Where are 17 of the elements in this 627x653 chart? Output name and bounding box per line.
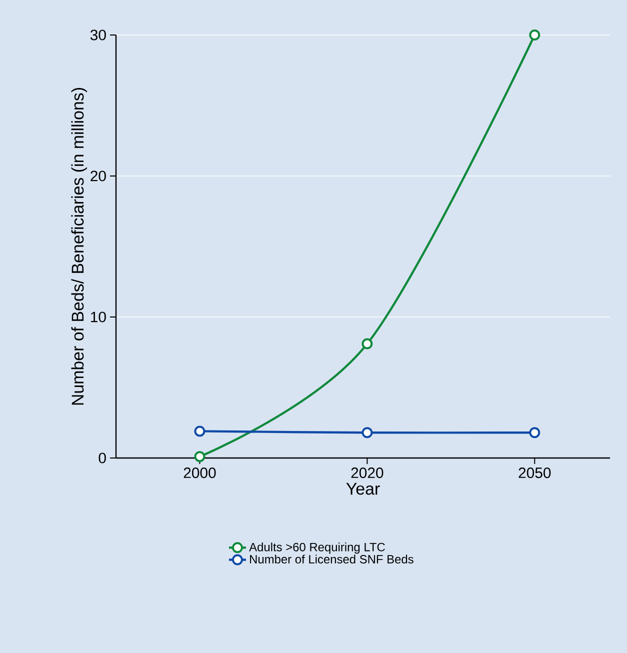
legend-label: Number of Licensed SNF Beds bbox=[250, 554, 414, 564]
y-tick-label: 10 bbox=[91, 312, 106, 322]
point bbox=[194, 451, 206, 462]
point bbox=[362, 427, 373, 438]
x-tick-label: 2020 bbox=[351, 467, 384, 478]
y-tick-label: 20 bbox=[90, 170, 106, 182]
y-tick-label: 30 bbox=[90, 30, 106, 40]
legend-label: Adults >60 Requiring LTC bbox=[249, 542, 385, 554]
y-tick-label: 0 bbox=[98, 452, 106, 464]
x-axis-title: Year bbox=[346, 482, 380, 495]
point bbox=[529, 30, 540, 40]
point bbox=[529, 427, 540, 438]
x-tick-label: 2050 bbox=[518, 467, 551, 478]
point bbox=[362, 338, 373, 350]
y-axis-title: Number of Beds/ Beneficiaries (in millions) bbox=[71, 88, 88, 405]
x-tick-label: 2000 bbox=[184, 467, 216, 478]
point bbox=[194, 426, 206, 437]
